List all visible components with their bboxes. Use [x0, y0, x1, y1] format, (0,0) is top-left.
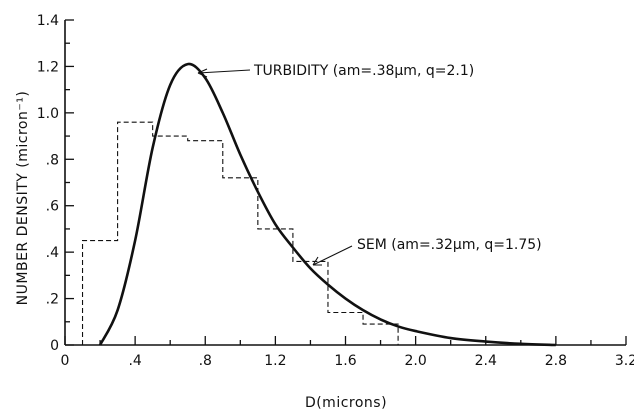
x-tick-label: 0 — [61, 353, 70, 369]
x-tick-label: 3.2 — [615, 353, 634, 369]
y-tick-label: .6 — [46, 199, 59, 215]
y-ticks: 0 .2 .4 .6 .8 1.0 1.2 1.4 — [37, 13, 74, 354]
x-tick-label: 2.8 — [545, 353, 567, 369]
x-tick-label: 2.0 — [404, 353, 426, 369]
sem-histogram-line — [81, 121, 399, 345]
y-tick-label: 1.0 — [37, 106, 59, 122]
sem-histogram-series — [81, 121, 399, 345]
turbidity-curve-series — [98, 62, 556, 347]
turbidity-arrow — [197, 68, 251, 78]
sem-annotation: SEM (am=.32μm, q=1.75) — [357, 237, 542, 253]
sem-arrow — [312, 245, 353, 266]
y-tick-label: 1.2 — [37, 59, 59, 75]
y-tick-label: .8 — [46, 152, 59, 168]
turbidity-curve-line — [98, 62, 556, 347]
x-axis-label: D(microns) — [305, 395, 387, 411]
y-tick-label: .4 — [46, 245, 59, 261]
x-ticks: 0 .4 .8 1.2 1.6 2.0 2.4 2.8 3.2 — [61, 336, 634, 369]
turbidity-annotation: TURBIDITY (am=.38μm, q=2.1) — [253, 63, 474, 79]
x-tick-label: 1.6 — [334, 353, 356, 369]
y-tick-label: 0 — [50, 338, 59, 354]
y-tick-label: 1.4 — [37, 13, 59, 29]
x-tick-label: 1.2 — [264, 353, 286, 369]
y-axis-label: NUMBER DENSITY (micron⁻¹) — [15, 91, 31, 306]
x-tick-label: .4 — [128, 353, 141, 369]
x-tick-label: .8 — [199, 353, 212, 369]
x-tick-label: 2.4 — [475, 353, 497, 369]
y-tick-label: .2 — [46, 292, 59, 308]
